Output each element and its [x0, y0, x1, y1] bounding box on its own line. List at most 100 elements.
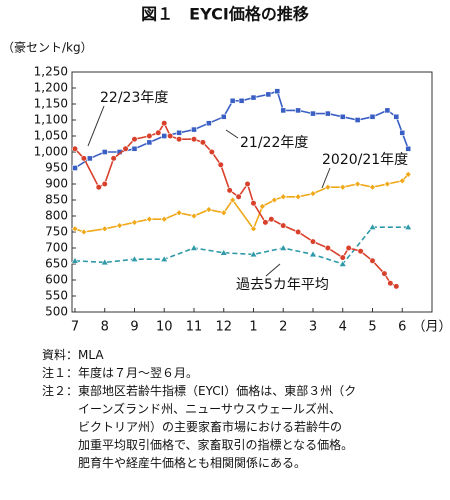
x-tick-label: 11: [186, 320, 203, 335]
note-label: 注１：: [42, 366, 79, 380]
marker: [258, 202, 266, 210]
marker: [383, 180, 391, 188]
x-tick-label: 7: [71, 320, 79, 335]
marker: [265, 91, 272, 98]
marker: [339, 113, 346, 120]
marker: [308, 250, 318, 258]
marker: [146, 139, 153, 146]
y-tick-label: 1,150: [34, 97, 68, 111]
marker: [404, 170, 412, 178]
x-tick-label: 12: [215, 320, 232, 335]
marker: [309, 238, 317, 245]
y-tick-label: 500: [45, 305, 68, 319]
marker: [161, 133, 168, 139]
marker: [101, 149, 108, 155]
marker: [131, 145, 138, 152]
marker: [250, 94, 257, 101]
marker: [310, 110, 316, 117]
note-line: 年度は７月～翌６月。: [78, 366, 199, 380]
series-label: 22/23年度: [100, 90, 168, 106]
label-pointer: [265, 263, 281, 277]
note-label: 資料：: [42, 348, 79, 362]
y-tick-label: 1,200: [34, 81, 68, 95]
marker: [80, 228, 88, 236]
marker: [324, 110, 331, 117]
x-tick-label: 3: [309, 320, 317, 335]
marker: [155, 129, 162, 136]
marker: [217, 161, 224, 168]
note-line: イーンズランド州、ニューサウスウェールズ州、: [78, 402, 341, 416]
marker: [205, 120, 212, 127]
marker: [146, 132, 153, 140]
marker: [175, 209, 183, 217]
marker: [122, 145, 129, 152]
marker: [270, 196, 278, 204]
marker: [100, 258, 109, 266]
marker: [324, 244, 331, 252]
x-tick-label: （月）: [412, 320, 450, 335]
marker: [208, 148, 215, 156]
note-line: 東部地区若齢牛指標（EYCI）価格は、東部３州（ク: [78, 384, 357, 398]
marker: [262, 219, 269, 226]
marker: [339, 254, 346, 261]
marker: [71, 225, 79, 233]
marker: [110, 155, 117, 162]
marker: [339, 183, 347, 191]
marker: [145, 215, 153, 223]
marker: [268, 216, 275, 223]
marker: [357, 248, 364, 255]
marker: [190, 136, 198, 143]
label-pointer: [321, 167, 331, 189]
marker: [191, 126, 197, 133]
note: 資料： MLA: [42, 346, 447, 364]
y-tick-label: 1,000: [34, 145, 68, 159]
marker: [219, 248, 228, 256]
marker: [131, 136, 138, 143]
x-tick-label: 4: [339, 320, 347, 335]
chart-title: 図１ EYCI価格の推移: [141, 5, 309, 24]
marker: [160, 215, 168, 223]
y-tick-label: 1,050: [34, 129, 68, 143]
marker: [95, 184, 102, 191]
marker: [131, 218, 138, 226]
x-tick-label: 1: [249, 320, 257, 335]
note-body: 年度は７月～翌６月。: [78, 364, 198, 382]
marker: [369, 257, 376, 264]
marker: [86, 155, 93, 162]
series-label: 過去5カ年平均: [236, 277, 329, 293]
plot-frame: [71, 71, 433, 313]
marker: [384, 107, 391, 114]
marker: [189, 243, 199, 251]
marker: [130, 255, 139, 263]
marker: [280, 222, 287, 229]
marker: [279, 193, 287, 201]
x-tick-label: 5: [368, 320, 376, 335]
y-tick-label: 1,100: [34, 113, 68, 127]
marker: [309, 190, 317, 198]
marker: [167, 132, 174, 140]
label-pointer: [225, 129, 239, 139]
marker: [369, 183, 376, 191]
marker: [354, 180, 362, 188]
x-tick-label: 8: [101, 320, 109, 335]
label-pointer: [87, 105, 105, 147]
y-tick-label: 700: [45, 241, 68, 255]
marker: [324, 183, 332, 191]
marker: [161, 120, 168, 127]
note-line: ビクトリア州）の主要家畜市場における若齢牛の: [78, 420, 343, 434]
marker: [101, 225, 109, 233]
marker: [345, 244, 352, 252]
marker: [244, 180, 251, 188]
marker: [294, 193, 302, 201]
marker: [199, 139, 207, 146]
marker: [369, 113, 376, 120]
y-tick-label: 850: [45, 193, 68, 207]
marker: [393, 113, 400, 120]
x-tick-label: 10: [156, 320, 173, 335]
y-axis-label: （豪セント/kg）: [2, 40, 93, 55]
marker: [279, 243, 288, 251]
marker: [176, 136, 183, 143]
y-tick-label: 550: [45, 289, 68, 303]
note-line: 肥育牛や経産牛価格とも相関関係にある。: [78, 456, 307, 470]
marker: [274, 88, 281, 95]
